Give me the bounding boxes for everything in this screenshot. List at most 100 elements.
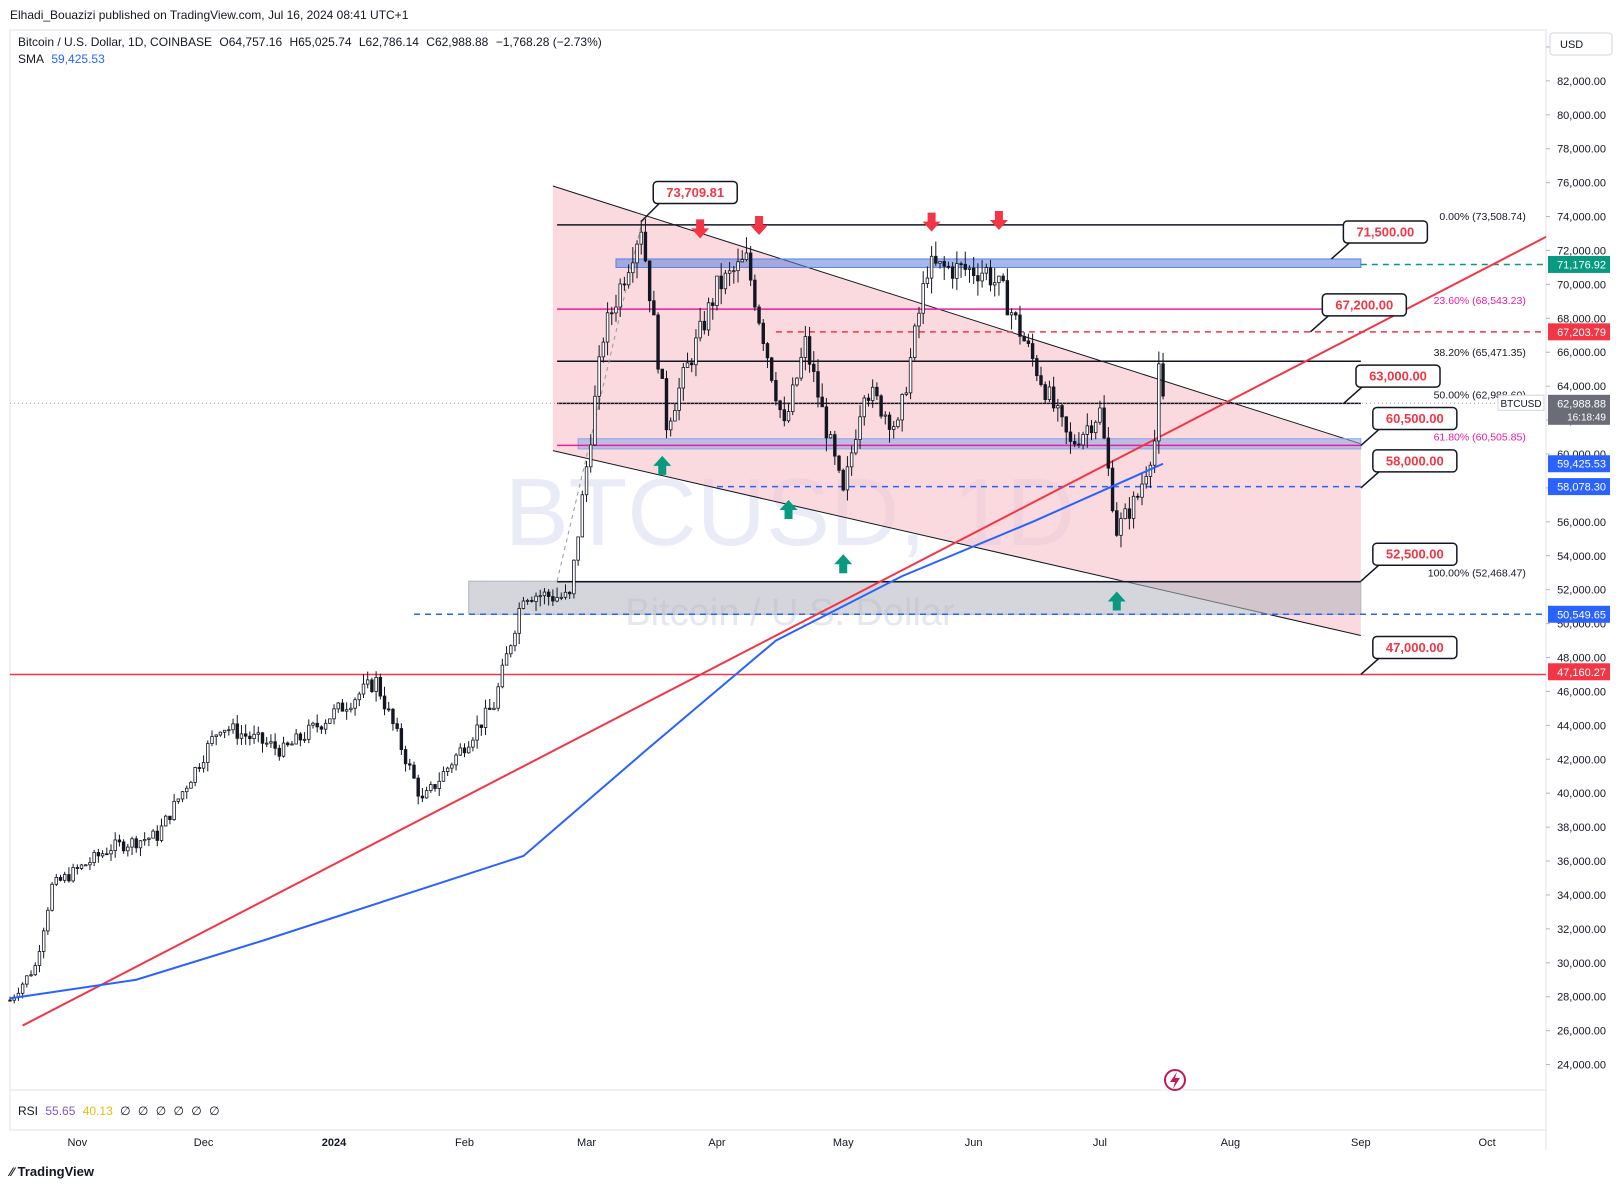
candle-up — [269, 741, 273, 744]
price-marker-label: 67,203.79 — [1557, 327, 1606, 339]
callout-label: 67,200.00 — [1335, 297, 1393, 312]
candle-down — [702, 320, 707, 331]
tradingview-logo[interactable]: ⁄⁄ TradingView — [10, 1164, 94, 1179]
candle-up — [740, 259, 744, 263]
candle-down — [248, 735, 252, 739]
candle-up — [239, 733, 244, 739]
candle-up — [466, 746, 471, 754]
price-marker-label: 47,160.27 — [1557, 667, 1606, 679]
candle-up — [593, 395, 597, 446]
candle-down — [1060, 405, 1064, 418]
candle-up — [1047, 386, 1052, 400]
candle-up — [264, 742, 269, 745]
candle-down — [1035, 358, 1039, 377]
candle-down — [319, 726, 324, 730]
candle-down — [711, 302, 715, 306]
candle-down — [774, 380, 778, 402]
candle-up — [227, 729, 231, 732]
ohlc-legend[interactable]: Bitcoin / U.S. Dollar, 1D, COINBASE O64,… — [18, 35, 606, 49]
sma-line — [9, 462, 1164, 1000]
candle-up — [955, 263, 959, 279]
candle-up — [580, 494, 585, 538]
candle-up — [677, 387, 681, 411]
candle-up — [492, 707, 496, 710]
candle-down — [391, 708, 395, 725]
candle-up — [614, 306, 618, 314]
candle-down — [1014, 312, 1018, 316]
callout-pointer — [1309, 315, 1329, 333]
candle-down — [963, 263, 967, 270]
callout-label: 71,500.00 — [1356, 224, 1414, 239]
candle-up — [1144, 475, 1148, 485]
rsi-legend[interactable]: RSI 55.65 40.13 ∅ ∅ ∅ ∅ ∅ ∅ — [18, 1104, 224, 1118]
candle-up — [256, 732, 260, 735]
rsi-null-icon: ∅ — [209, 1104, 220, 1118]
callout-box — [1372, 542, 1458, 566]
candle-down — [1072, 441, 1077, 445]
rsi-label[interactable]: RSI — [18, 1104, 39, 1118]
currency-box[interactable]: USD — [1549, 32, 1613, 56]
candle-down — [610, 312, 614, 315]
candle-up — [1056, 405, 1060, 409]
callout-box — [1372, 406, 1458, 431]
candle-down — [378, 676, 383, 697]
candle-up — [344, 709, 349, 712]
candle-down — [1001, 275, 1005, 281]
price-marker-label: 50,549.65 — [1557, 609, 1606, 621]
candle-up — [92, 852, 96, 863]
candle-up — [25, 975, 29, 985]
candle-up — [799, 356, 803, 379]
candle-up — [681, 367, 686, 389]
price-axis[interactable]: 84,000.0082,000.0080,000.0078,000.0076,0… — [1497, 42, 1610, 1072]
price-tick-label: 70,000.00 — [1557, 279, 1606, 291]
support-arrow-up-icon — [779, 499, 798, 519]
candle-up — [845, 466, 850, 491]
candle-down — [75, 867, 80, 869]
fib-level-label: 61.80% (60,505.85) — [1434, 431, 1526, 443]
candle-up — [151, 830, 155, 839]
candle-up — [525, 600, 530, 602]
candle-up — [147, 837, 151, 840]
candle-down — [1102, 407, 1106, 439]
candle-down — [530, 600, 534, 602]
candle-down — [403, 749, 408, 765]
candle-up — [892, 426, 896, 430]
candle-up — [538, 595, 542, 598]
callout-pointer — [1343, 386, 1363, 404]
candle-down — [408, 763, 412, 766]
price-tick-label: 24,000.00 — [1557, 1060, 1606, 1072]
rsi-null-icon: ∅ — [191, 1104, 202, 1118]
callout-label: 58,000.00 — [1386, 453, 1444, 468]
price-tick-label: 46,000.00 — [1557, 686, 1606, 698]
candle-down — [105, 853, 109, 856]
candle-down — [820, 396, 824, 408]
candle-up — [984, 267, 989, 274]
time-tick-label: Feb — [455, 1137, 474, 1149]
price-tick-label: 32,000.00 — [1557, 924, 1606, 936]
candle-up — [938, 261, 942, 264]
sma-label[interactable]: SMA — [18, 52, 45, 66]
candle-up — [54, 877, 58, 885]
time-axis[interactable]: Nov Dec 2024 Feb Mar Apr May Jun Jul Aug Sep Oct — [68, 1137, 1496, 1149]
callout-label: 60,500.00 — [1386, 411, 1444, 426]
candle-up — [1152, 440, 1157, 466]
candle-up — [509, 645, 513, 655]
candle-down — [622, 283, 627, 286]
lightning-icon[interactable] — [1164, 1069, 1186, 1091]
candle-up — [997, 275, 1001, 284]
symbol-name[interactable]: Bitcoin / U.S. Dollar, 1D, COINBASE — [18, 35, 213, 49]
candle-down — [1064, 416, 1068, 433]
candle-up — [1140, 483, 1144, 498]
fib-level-label: 100.00% (52,468.47) — [1428, 568, 1526, 580]
candle-down — [946, 265, 951, 268]
low-value: L62,786.14 — [358, 35, 419, 49]
sma-legend[interactable]: SMA 59,425.53 — [18, 52, 109, 66]
candle-up — [424, 790, 429, 799]
candle-down — [121, 841, 126, 852]
candle-up — [589, 444, 593, 468]
time-tick-label: Jun — [965, 1137, 983, 1149]
candle-down — [370, 679, 374, 692]
price-tick-label: 48,000.00 — [1557, 653, 1606, 665]
candle-up — [555, 597, 559, 602]
